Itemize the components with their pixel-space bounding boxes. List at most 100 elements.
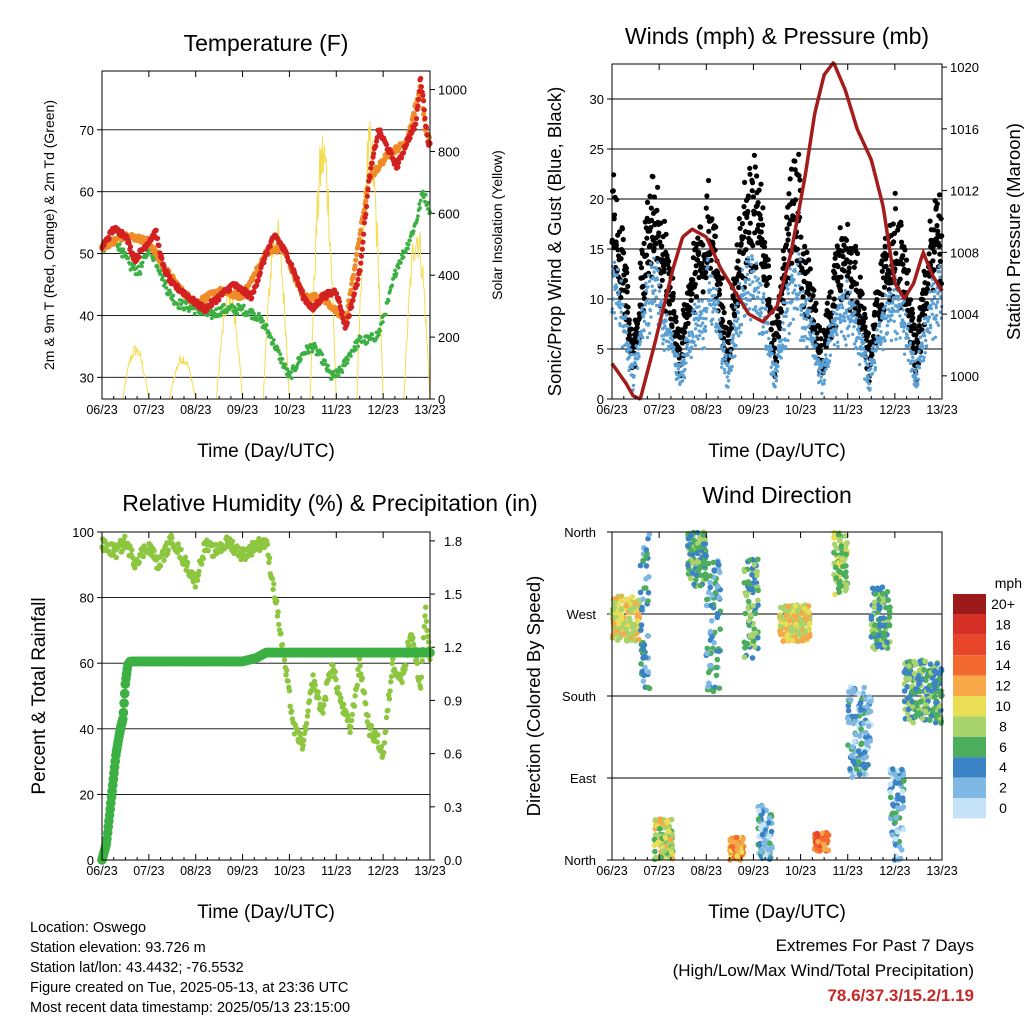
y-tick-label: North [564,853,596,868]
wind-point [739,322,744,327]
wind-point [644,281,648,285]
wind-point [692,340,696,344]
y-axis-label: 2m & 9m T (Red, Orange) & 2m Td (Green) [41,100,57,370]
temp-point [209,302,215,308]
gust-point [861,305,867,311]
wind-point [852,342,857,346]
wind-point [772,372,776,376]
wind-point [730,364,734,369]
wind-point [773,385,777,389]
temp-point [413,116,420,122]
gust-point [862,324,868,330]
wind-point [733,354,737,358]
dewpoint-point [271,341,275,346]
gust-point [824,300,830,306]
rh-point [414,660,420,666]
wind-point [887,294,891,299]
dewpoint-point [278,352,283,356]
gust-point [784,226,790,232]
y-tick-label: 60 [80,185,94,200]
wind-point [629,348,633,352]
wind-point [689,355,693,360]
gust-point [905,267,912,274]
gust-point [626,317,632,323]
wind-point [618,306,623,310]
gust-point [936,243,942,249]
rh-point [300,742,306,749]
temp9m-point [250,277,256,283]
wind-point [745,272,750,277]
wind-point [923,334,927,338]
wind-point [860,333,865,338]
temp-point [136,254,142,260]
dewpoint-point [333,373,338,378]
rh-point [354,682,360,689]
dewpoint-point [140,264,144,269]
gust-point [696,249,702,255]
wind-point [643,310,647,314]
rh-point [422,613,428,619]
wind-point [700,299,704,303]
temp9m-point [363,198,369,204]
wind-point [796,307,800,311]
gust-point [904,280,910,286]
wind-point [846,294,850,298]
gust-point [892,206,899,212]
x-tick-label: 08/23 [180,403,211,417]
dewpoint-point [118,247,123,252]
y-tick-label: 20 [80,787,94,802]
wind-point [655,277,659,282]
rh-point [157,563,164,569]
gust-point [837,225,843,231]
y2-tick-label: 0.6 [444,747,462,762]
gust-point [719,275,725,281]
temp-point [336,299,342,305]
gust-point [659,277,665,283]
wind-point [898,336,902,340]
gust-point [692,281,698,287]
wind-point [709,298,713,302]
temp-point [155,235,161,241]
wind-point [915,372,919,376]
gust-point [811,287,817,293]
wind-point [810,342,815,346]
wind-point [855,346,859,351]
wind-point [692,308,696,312]
y-tick-label: 25 [590,142,604,157]
x-tick-label: 09/23 [227,403,258,417]
gust-point [611,212,618,218]
gust-point [771,337,777,343]
dewpoint-point [240,306,245,311]
wind-point [871,344,875,349]
wind-point [836,344,840,349]
gust-point [721,310,727,316]
wind-point [624,330,629,335]
dewpoint-point [423,192,428,197]
gust-point [661,218,668,224]
temp-point [294,275,300,281]
dewpoint-point [321,362,325,366]
wind-point [718,327,723,331]
gust-point [636,311,642,317]
gust-point [778,308,785,315]
wind-point [656,269,660,273]
direction-point [638,661,644,667]
direction-point [652,848,658,855]
direction-point [641,642,648,648]
direction-point [640,596,646,602]
wind-point [853,310,857,314]
wind-point [883,304,888,308]
wind-point [846,334,850,338]
wind-point [890,313,894,317]
wind-point [729,368,733,372]
wind-point [902,352,907,356]
wind-point [841,295,845,300]
rh-point [281,657,288,663]
wind-point [806,313,810,318]
temp-point [407,135,413,141]
wind-point [935,300,940,304]
dewpoint-point [394,271,399,276]
gust-point [618,294,624,301]
rh-point [349,711,355,718]
dewpoint-point [250,308,255,313]
